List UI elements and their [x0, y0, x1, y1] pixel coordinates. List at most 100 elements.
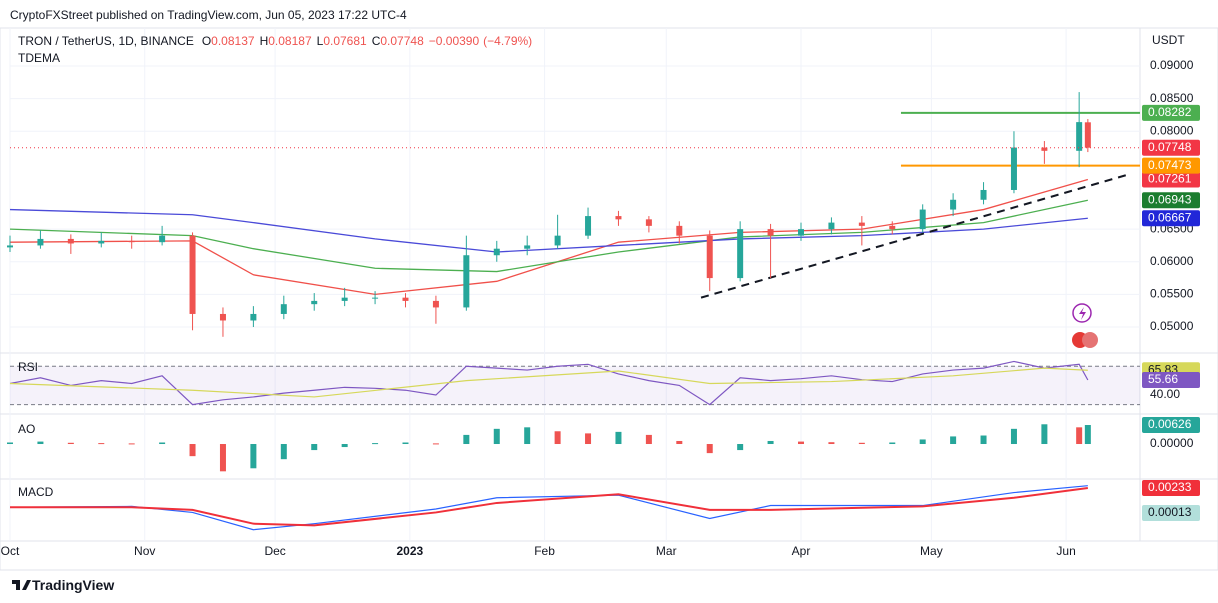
price-badge [1142, 371, 1200, 388]
x-tick-label: Nov [134, 544, 155, 558]
y-tick-label: 0.05000 [1150, 319, 1194, 333]
candle-body [798, 229, 804, 236]
x-tick-label: Feb [534, 544, 555, 558]
trendline [700, 172, 1132, 299]
ao-bar [828, 442, 835, 445]
legend-key: C [372, 34, 381, 48]
candle-body [1084, 122, 1091, 148]
price-badge-label: 0.00626 [1148, 417, 1192, 431]
candle-body [432, 300, 439, 308]
rsi-line [9, 360, 1089, 406]
candle-body [554, 235, 561, 246]
ao-bar [889, 442, 896, 445]
ao-bar [37, 441, 44, 445]
y-tick-label: 40.00 [1150, 387, 1180, 401]
candle-body [250, 313, 257, 321]
ao-bar [676, 440, 683, 445]
price-badge [1142, 210, 1200, 227]
price-badge-label: 0.07261 [1148, 172, 1192, 186]
frame [0, 27, 1218, 571]
ao-bar [554, 431, 561, 445]
y-tick-label: 0.05500 [1150, 287, 1194, 301]
ao-bar [432, 443, 439, 445]
candle-body [219, 313, 226, 321]
ao-bar [7, 442, 13, 445]
candle-body [1010, 147, 1017, 190]
ao-bar [402, 442, 409, 445]
legend-value: 0.07681 [323, 34, 367, 48]
candle-body [341, 297, 348, 301]
price-badge-label: 0.08282 [1148, 105, 1192, 119]
rsi-ma-line [9, 367, 1088, 398]
ao-bar [493, 428, 500, 445]
ao-bar [372, 443, 379, 445]
event-icon-glyph [1079, 307, 1086, 320]
candle-body [676, 225, 683, 236]
price-badge-label: 0.06943 [1148, 192, 1192, 206]
candle-body [1041, 147, 1048, 151]
ao-bar [189, 444, 196, 457]
ao-bar [311, 444, 318, 451]
ao-bar [67, 442, 74, 445]
price-badge-label: 0.07473 [1148, 158, 1192, 172]
legend-value: 0.08187 [268, 34, 312, 48]
x-tick-label: Jun [1056, 544, 1075, 558]
price-badge-label: 55.66 [1148, 372, 1178, 386]
candle-body [980, 189, 987, 200]
ao-bar [706, 444, 713, 454]
candle-body [67, 238, 74, 244]
candle-body [402, 297, 409, 301]
ao-bar [858, 442, 865, 445]
ao-bar [159, 442, 166, 445]
price-badge [1142, 104, 1200, 121]
price-badge-label: 0.00233 [1148, 480, 1192, 494]
candle-body [950, 199, 957, 210]
candle-body [311, 300, 318, 305]
header: CryptoFXStreet published on TradingView.… [10, 8, 407, 22]
ao-bar [1084, 425, 1091, 445]
candle-body [615, 216, 622, 220]
ao-bar [280, 444, 287, 460]
x-tick-label: Oct [1, 544, 20, 558]
candle-body [1076, 122, 1083, 151]
legend-key: O [202, 34, 211, 48]
pane-label: MACD [18, 485, 54, 499]
price-badge [1142, 192, 1200, 209]
candle-body [585, 216, 592, 236]
candle-body [37, 238, 44, 246]
candle-body [858, 222, 865, 226]
y-tick-label: 0.09000 [1150, 58, 1194, 72]
symbol: TRON / TetherUS, 1D, BINANCE [18, 34, 194, 48]
ao-bar [1041, 424, 1048, 445]
moving-average [9, 208, 1088, 253]
x-tick-label: 2023 [396, 544, 423, 558]
ao-bar [615, 431, 622, 445]
flag-icon[interactable] [1082, 332, 1098, 348]
ao-bar [950, 436, 957, 445]
signal-line [10, 487, 1088, 527]
legend-change: −0.00390 [429, 34, 480, 48]
legend-key: L [317, 34, 324, 48]
price-badge-label: 0.00013 [1148, 505, 1192, 519]
legend-value: 0.07748 [380, 34, 424, 48]
ao-bar [919, 439, 926, 445]
legend: TRON / TetherUS, 1D, BINANCE O0.08137 H0.0… [18, 34, 532, 48]
ao-bar [798, 441, 804, 445]
legend-value: 0.08137 [211, 34, 255, 48]
candle-body [159, 235, 166, 243]
x-tick-label: Dec [264, 544, 285, 558]
candle-body [493, 248, 500, 256]
price-badge-label: 0.06667 [1148, 210, 1192, 224]
footer: TradingView [32, 577, 115, 593]
ao-bar [1076, 427, 1083, 445]
price-badge [1142, 171, 1200, 188]
candle-body [463, 255, 470, 308]
ao-bar [98, 443, 105, 445]
ao-bar [737, 444, 744, 451]
ao-bar [585, 433, 592, 445]
candle-body [98, 240, 105, 244]
legend-change-pct: (−4.79%) [483, 34, 532, 48]
ao-bar [524, 427, 531, 445]
candle-body [767, 229, 774, 236]
